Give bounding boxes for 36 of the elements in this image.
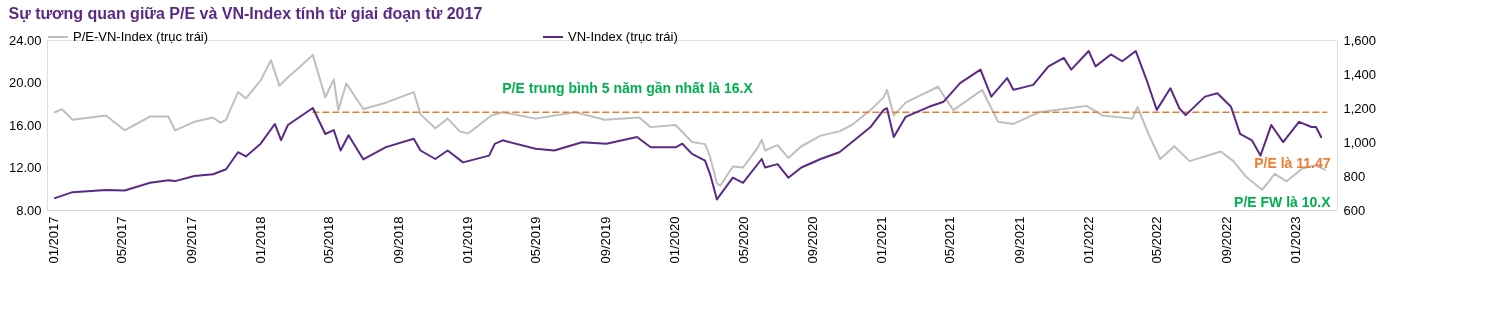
- y2-tick-label: 600: [1343, 202, 1366, 218]
- x-tick-label: 01/2021: [874, 216, 890, 264]
- x-tick-label: 05/2019: [528, 216, 544, 264]
- chart-title: Sự tương quan giữa P/E và VN-Index tính từ giai đoạn từ 2017: [8, 5, 483, 22]
- annotation: P/E FW là 10.X: [1234, 194, 1332, 211]
- x-tick-label: 01/2022: [1081, 216, 1097, 264]
- annotation: P/E là 11.47: [1254, 155, 1331, 172]
- x-tick-label: 09/2017: [184, 216, 200, 264]
- x-tick-label: 09/2018: [390, 216, 406, 264]
- y2-tick-label: 1,000: [1343, 134, 1377, 150]
- y2-tick-label: 800: [1343, 168, 1366, 184]
- x-tick-label: 05/2022: [1149, 216, 1165, 264]
- x-tick-label: 01/2023: [1288, 216, 1304, 264]
- x-tick-label: 05/2018: [321, 216, 337, 264]
- x-tick-label: 09/2022: [1218, 216, 1234, 264]
- y2-tick-label: 1,600: [1343, 32, 1377, 48]
- legend-label: P/E-VN-Index (trục trái): [73, 29, 209, 44]
- legend-label: VN-Index (trục trái): [568, 29, 678, 44]
- x-tick-label: 01/2018: [253, 216, 269, 264]
- x-tick-label: 01/2017: [46, 216, 62, 264]
- y-tick-label: 8.00: [16, 202, 42, 218]
- x-tick-label: 05/2020: [735, 216, 751, 264]
- x-tick-label: 09/2019: [597, 216, 613, 264]
- y-tick-label: 12.00: [8, 160, 42, 175]
- x-tick-label: 01/2019: [460, 216, 476, 264]
- y-tick-label: 24.00: [8, 32, 42, 48]
- y2-tick-label: 1,200: [1343, 100, 1377, 116]
- x-tick-label: 09/2020: [805, 216, 821, 264]
- annotation: P/E trung bình 5 năm gần nhất là 16.X: [502, 80, 754, 97]
- x-tick-label: 09/2021: [1012, 216, 1028, 264]
- x-tick-label: 05/2021: [942, 216, 958, 264]
- y-tick-label: 20.00: [8, 75, 42, 90]
- y-tick-label: 16.00: [8, 117, 42, 133]
- y2-tick-label: 1,400: [1343, 66, 1377, 82]
- x-tick-label: 05/2017: [114, 216, 130, 264]
- x-tick-label: 01/2020: [666, 216, 682, 264]
